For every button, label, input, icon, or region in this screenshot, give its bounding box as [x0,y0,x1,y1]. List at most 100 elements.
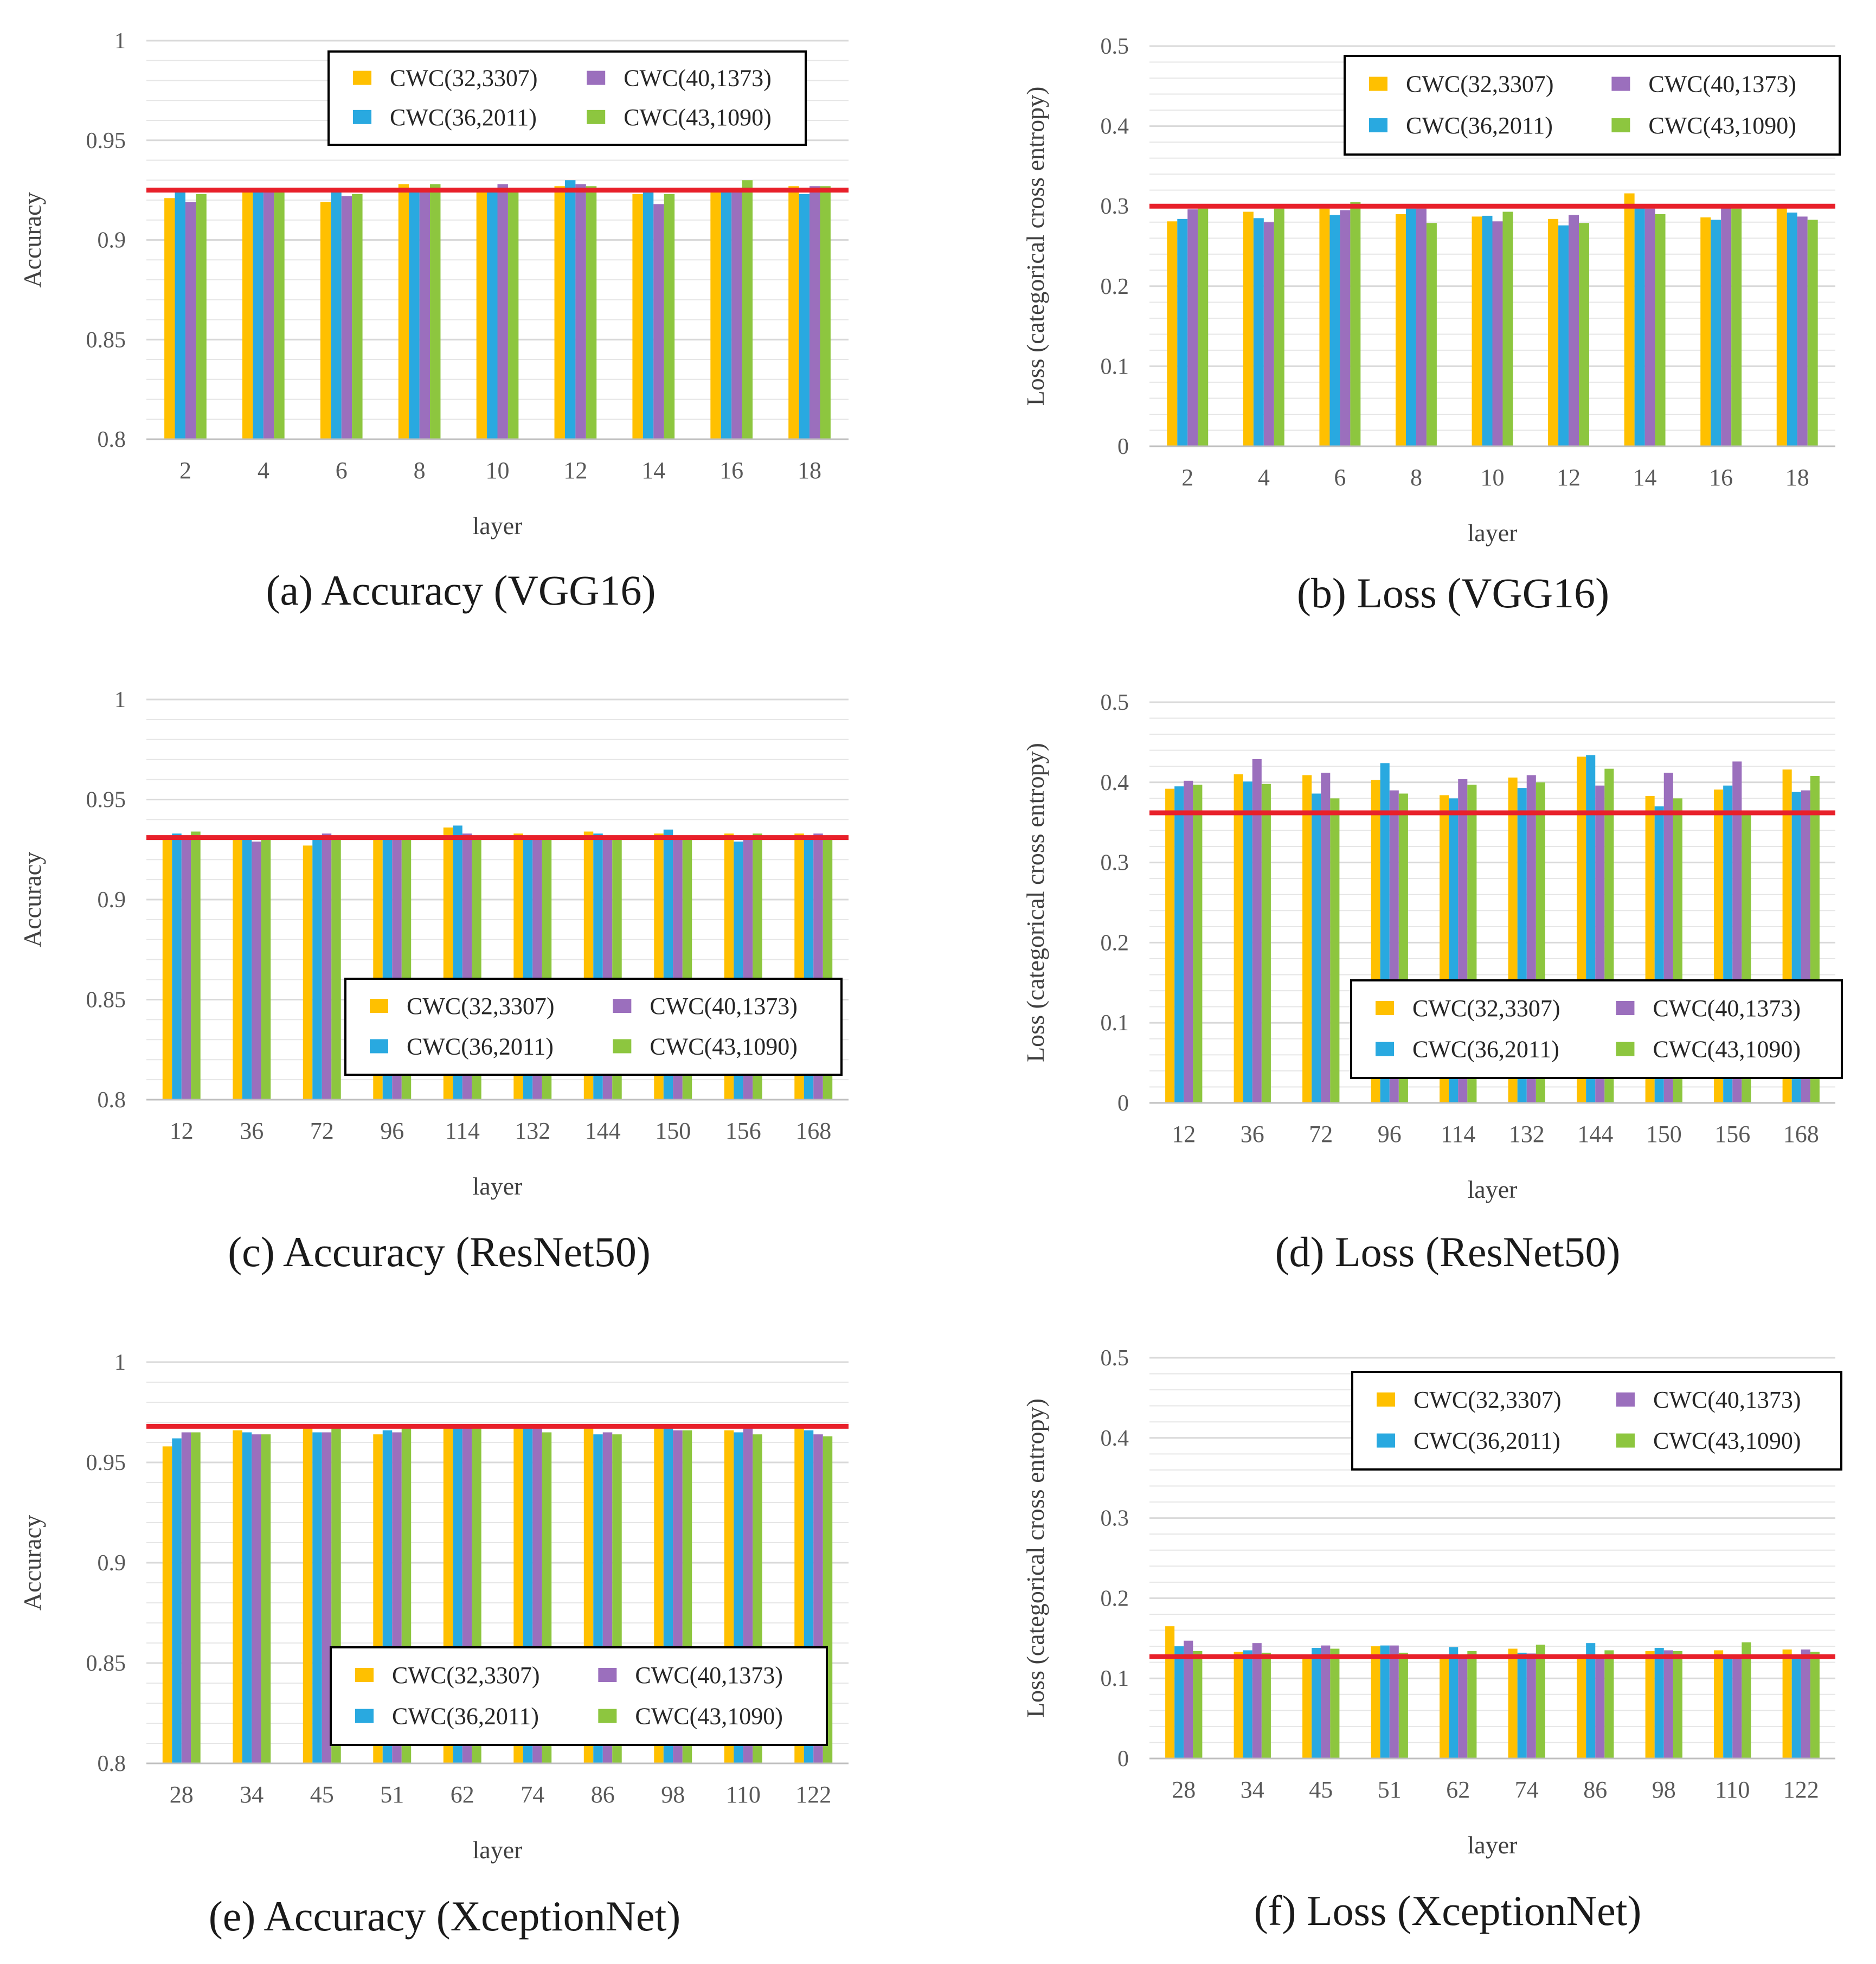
x-axis-title: layer [1468,1176,1518,1203]
bar-cwc-32-3307 [788,186,799,439]
y-tick-label: 0.95 [86,129,126,153]
bar-cwc-36-2011 [1787,213,1797,446]
bar-cwc-40-1373 [653,204,664,439]
legend-label-cwc-32-3307: CWC(32,3307) [1406,71,1554,98]
y-axis-title: Accuracy [18,852,46,947]
bar-cwc-43-1090 [430,184,441,439]
x-tick-label: 86 [1583,1776,1607,1803]
chart-panel-2: 0 0.1 0.2 0.3 0.4 0.5 2 4 6 8 10 12 14 16 18 layer Loss … [1021,34,1841,617]
bar-cwc-32-3307 [233,1430,242,1763]
x-axis-title: layer [473,512,523,540]
bar-cwc-43-1090 [261,837,271,1100]
x-tick-label: 36 [1241,1121,1264,1147]
bar-cwc-40-1373 [497,184,508,439]
bar-cwc-43-1090 [1261,1652,1271,1758]
bar-cwc-43-1090 [1502,211,1513,446]
bar-cwc-40-1373 [731,190,742,439]
bar-cwc-40-1373 [341,196,352,439]
x-tick-label: 96 [1378,1121,1402,1147]
x-tick-label: 10 [1481,464,1505,491]
bar-cwc-36-2011 [172,1438,182,1763]
bar-cwc-40-1373 [1389,1645,1399,1758]
legend-swatch-cwc-32-3307 [370,999,388,1013]
y-tick-label: 0.2 [1101,274,1129,299]
bar-cwc-36-2011 [1380,1645,1390,1758]
bar-cwc-36-2011 [331,192,342,439]
legend-label-cwc-36-2011: CWC(36,2011) [407,1033,554,1060]
bar-cwc-36-2011 [1243,1650,1252,1758]
legend-swatch-cwc-36-2011 [370,1039,388,1054]
x-tick-label: 14 [641,457,665,484]
x-tick-label: 144 [585,1118,621,1144]
legend-box [1350,979,1843,1079]
y-tick-label: 0 [1117,1747,1129,1772]
x-tick-label: 6 [336,457,348,484]
bar-cwc-32-3307 [554,186,565,439]
bar-cwc-32-3307 [320,202,331,439]
bar-cwc-32-3307 [1165,1626,1175,1758]
legend-label-cwc-43-1090: CWC(43,1090) [624,104,772,131]
bar-cwc-32-3307 [303,1426,313,1763]
x-tick-label: 4 [1258,464,1270,491]
x-tick-label: 16 [719,457,743,484]
bar-cwc-32-3307 [1624,193,1635,446]
bar-cwc-36-2011 [643,192,654,439]
x-tick-label: 10 [486,457,510,484]
bar-cwc-43-1090 [1810,1652,1820,1758]
y-tick-label: 0.2 [1101,1586,1129,1611]
y-tick-label: 0.5 [1101,1346,1129,1371]
bar-cwc-32-3307 [1302,775,1312,1103]
legend-label-cwc-32-3307: CWC(32,3307) [392,1662,540,1689]
bar-cwc-40-1373 [1595,1657,1605,1758]
y-tick-label: 0.8 [98,1751,126,1776]
bar-cwc-43-1090 [191,1432,201,1763]
y-tick-label: 0.3 [1101,194,1129,219]
x-tick-label: 51 [1378,1776,1402,1803]
legend-swatch-cwc-40-1373 [587,70,606,85]
x-tick-label: 8 [1410,464,1422,491]
y-tick-label: 0.95 [86,1450,126,1475]
bar-cwc-36-2011 [799,194,810,439]
bar-cwc-43-1090 [742,180,753,439]
bar-cwc-43-1090 [1261,784,1271,1103]
bar-cwc-43-1090 [1807,220,1818,446]
legend-swatch-cwc-43-1090 [1611,118,1630,133]
bar-cwc-40-1373 [185,202,196,439]
x-tick-label: 51 [380,1781,404,1808]
y-tick-label: 0.2 [1101,930,1129,955]
legend-label-cwc-43-1090: CWC(43,1090) [650,1033,798,1060]
legend-swatch-cwc-40-1373 [1611,76,1630,91]
y-tick-label: 0.4 [1101,771,1129,795]
legend-swatch-cwc-40-1373 [598,1668,617,1682]
bar-cwc-43-1090 [274,192,285,439]
bar-cwc-32-3307 [1548,219,1559,446]
x-tick-label: 18 [798,457,821,484]
x-tick-label: 98 [661,1781,685,1808]
bar-cwc-43-1090 [820,186,831,439]
bar-cwc-32-3307 [1165,788,1175,1103]
legend-swatch-cwc-32-3307 [355,1668,374,1682]
bar-cwc-36-2011 [1482,215,1493,446]
x-tick-label: 36 [240,1118,264,1144]
x-tick-label: 6 [1334,464,1346,491]
y-tick-label: 0.3 [1101,851,1129,876]
bar-cwc-40-1373 [1526,1653,1536,1758]
bar-cwc-40-1373 [575,184,586,439]
y-tick-label: 0 [1117,434,1129,459]
bar-cwc-36-2011 [253,190,264,439]
bar-cwc-40-1373 [809,186,820,439]
legend-label-cwc-40-1373: CWC(40,1373) [624,65,772,92]
bar-cwc-40-1373 [181,1432,191,1763]
panel-caption: (f) Loss (XceptionNet) [1254,1887,1642,1934]
x-tick-label: 114 [445,1118,480,1144]
bar-cwc-43-1090 [1398,1652,1408,1758]
bar-cwc-36-2011 [1517,1652,1527,1758]
x-tick-label: 45 [1309,1776,1333,1803]
bar-cwc-43-1090 [1330,798,1340,1103]
legend-box [344,978,843,1076]
bar-cwc-36-2011 [1586,1643,1596,1758]
bar-cwc-32-3307 [1233,1652,1243,1758]
bar-cwc-32-3307 [476,192,487,439]
y-tick-label: 0.85 [86,328,126,352]
x-tick-label: 34 [240,1781,264,1808]
